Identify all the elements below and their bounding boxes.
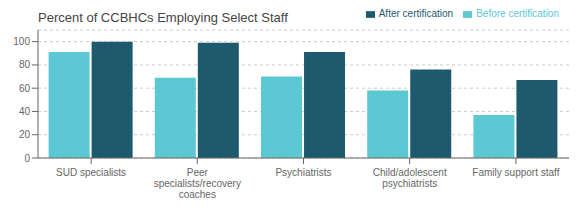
svg-text:20: 20 [19,129,31,140]
svg-text:Psychiatrists: Psychiatrists [275,167,331,178]
html-text:Before certification: Before certification [476,8,559,19]
svg-text:100: 100 [13,36,30,47]
html-text:Percent of CCBHCs Employing Se: Percent of CCBHCs Employing Select Staff [38,10,288,25]
svg-text:0: 0 [24,153,30,164]
svg-text:40: 40 [19,106,31,117]
html-text:After certification: After certification [378,8,454,19]
svg-text:Family support staff: Family support staff [472,167,559,178]
svg-text:80: 80 [19,59,31,70]
svg-text:Peerspecialists/recoverycoache: Peerspecialists/recoverycoaches [154,167,241,200]
svg-text:SUD specialists: SUD specialists [56,167,126,178]
svg-text:60: 60 [19,83,31,94]
svg-text:Child/adolescentpsychiatrists: Child/adolescentpsychiatrists [373,167,447,189]
